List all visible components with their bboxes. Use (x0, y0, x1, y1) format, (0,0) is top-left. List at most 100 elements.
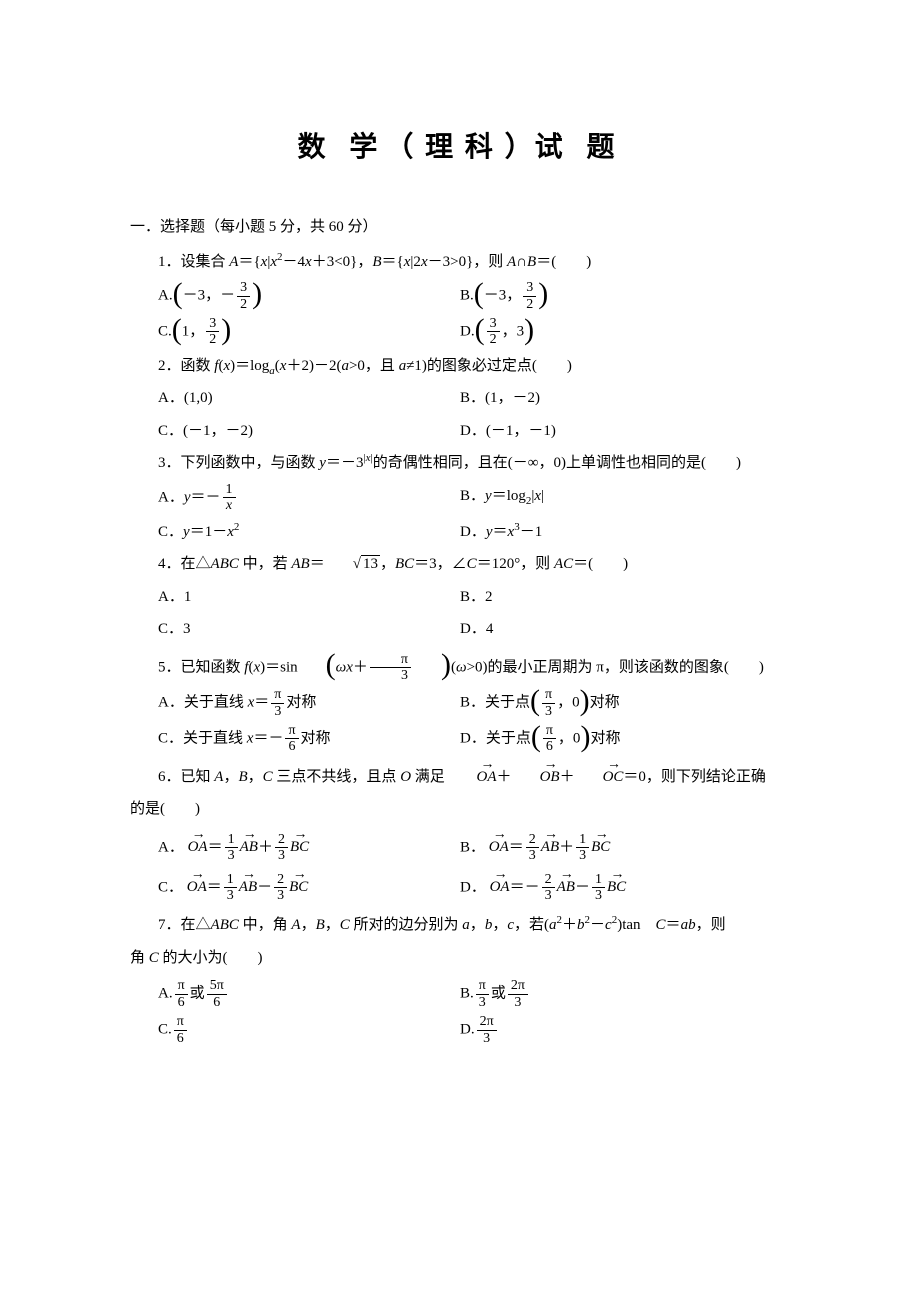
q7-optA-f2: 5π6 (207, 978, 227, 1010)
q1-A2: A (507, 254, 516, 270)
frac-den: 2 (206, 332, 219, 347)
q6-C: C (263, 769, 273, 785)
q1-t6: ＝{ (382, 254, 404, 270)
q5-optA-1: A．关于直线 (158, 695, 248, 711)
q5-x2: x (346, 659, 353, 675)
frac-num: 3 (523, 280, 536, 296)
frac-num: 2 (275, 832, 288, 848)
q5-row1: A．关于直线 x＝π3对称 B．关于点(π3，0)对称 (130, 687, 790, 719)
q5-plus: ＋ (353, 659, 368, 675)
q6-optD-AB: AB (557, 873, 575, 902)
q6-c2: ， (248, 769, 263, 785)
frac-num: π (174, 1014, 187, 1030)
frac-num: 3 (487, 316, 500, 332)
q2-t1: 函数 (181, 358, 215, 374)
q7-optB-label: B. (460, 986, 474, 1002)
q6-B: B (238, 769, 247, 785)
question-5: 5．已知函数 f(x)＝sin(ωx＋π3)(ω>0)的最小正周期为 π，则该函… (130, 652, 790, 684)
q2-num: 2． (158, 358, 181, 374)
title-pre: 数 学 (298, 131, 386, 162)
q3-y: y (319, 455, 326, 471)
q3-optB: B．y＝log2|x| (460, 482, 790, 514)
q5-row2: C．关于直线 x＝－π6对称 D．关于点(π6，0)对称 (130, 723, 790, 755)
frac-den: x (223, 498, 236, 513)
q7-optA: A.π6或5π6 (130, 978, 460, 1010)
lparen: ( (475, 315, 485, 345)
q6-p2: ＋ (560, 769, 575, 785)
q1-optD-frac: 32 (487, 316, 500, 348)
section-header: 一．选择题（每小题 5 分，共 60 分） (130, 213, 790, 242)
q6-optA-AB: AB (240, 833, 258, 862)
q5-optB-3: 对称 (590, 695, 620, 711)
q7-C: C (340, 917, 350, 933)
frac-num: π (285, 723, 298, 739)
q6-num: 6． (158, 769, 181, 785)
q7-row2: C.π6 D.2π3 (130, 1014, 790, 1046)
question-4: 4．在△ABC 中，若 AB＝13，BC＝3，∠C＝120°，则 AC＝( ) (130, 550, 790, 579)
frac-num: π (543, 723, 556, 739)
q6-optD-BC: BC (607, 873, 626, 902)
q7-t4: ，若( (514, 917, 549, 933)
q3-optA-frac: 1x (223, 482, 236, 514)
q6-optB-plus: ＋ (559, 839, 574, 855)
q4-t2: 中，若 (239, 556, 292, 572)
lparen: ( (530, 686, 540, 716)
q1-optB-c1: －3， (484, 288, 522, 304)
q4-optA: A．1 (130, 583, 460, 612)
q3-t2: ＝－3 (326, 455, 364, 471)
q1-row2: C.(1，32) D.(32，3) (130, 316, 790, 348)
q6-optA: A． OA＝13AB＋23BC (130, 832, 460, 864)
q6-optD-f1: 23 (542, 872, 555, 904)
frac-den: 3 (477, 1031, 497, 1046)
frac-num: 2π (508, 978, 528, 994)
rparen: ) (580, 722, 590, 752)
q7-optC: C.π6 (130, 1014, 460, 1046)
q6-optD-minus: － (575, 879, 590, 895)
frac-num: 3 (237, 280, 250, 296)
q7-t2: 中，角 (239, 917, 292, 933)
q7-optD: D.2π3 (460, 1014, 790, 1046)
q1-optD-c2: ，3 (502, 323, 525, 339)
q7-optD-f: 2π3 (477, 1014, 497, 1046)
rparen: ) (252, 279, 262, 309)
q4-AB: AB (291, 556, 309, 572)
q3-optD-label: D． (460, 524, 486, 540)
q3-optA-label: A． (158, 489, 184, 505)
q2-t5: ＋2)－2( (286, 358, 341, 374)
q2-optD: D．(－1，－1) (460, 417, 790, 446)
q6-optB: B． OA＝23AB＋13BC (460, 832, 790, 864)
q7-optA-label: A. (158, 986, 173, 1002)
q7-C3: C (149, 950, 159, 966)
q3-optC-x: x (227, 524, 234, 540)
q4-sqrt: 13 (325, 550, 380, 579)
q1-text: 设集合 (181, 254, 230, 270)
q6-optB-BC: BC (591, 833, 610, 862)
q6-optB-OA: OA (489, 833, 509, 862)
frac-num: 3 (206, 316, 219, 332)
q4-t3: ＝ (310, 556, 325, 572)
q3-optA-y: y (184, 489, 191, 505)
lparen: ( (474, 279, 484, 309)
lparen: ( (298, 650, 336, 680)
q7-a2: a (549, 917, 557, 933)
q4-t7: ＝( ) (573, 556, 628, 572)
question-1: 1．设集合 A＝{x|x2－4x＋3<0}，B＝{x|2x－3>0}，则 A∩B… (130, 248, 790, 277)
q7-t7: ，则 (696, 917, 726, 933)
q4-row1: A．1 B．2 (130, 583, 790, 612)
q7-t8: 的大小为( ) (159, 950, 263, 966)
q6-OA: OA (449, 763, 497, 792)
title-paren: （ 理 科 ） (385, 131, 534, 162)
q6-row2: C． OA＝13AB－23BC D． OA＝－23AB－13BC (130, 872, 790, 904)
frac-den: 3 (275, 848, 288, 863)
q1-optB: B.(－3，32) (460, 280, 790, 312)
q6-t3: 满足 (411, 769, 449, 785)
q7-minus: － (590, 917, 605, 933)
q5-optA: A．关于直线 x＝π3对称 (130, 687, 460, 719)
frac-den: 2 (523, 297, 536, 312)
frac-num: π (542, 687, 555, 703)
rparen: ) (413, 650, 451, 680)
q3-absx: x (366, 452, 371, 464)
q5-optB-2: ，0 (557, 695, 580, 711)
q1-x5: x (421, 254, 428, 270)
q4-C: C (467, 556, 477, 572)
